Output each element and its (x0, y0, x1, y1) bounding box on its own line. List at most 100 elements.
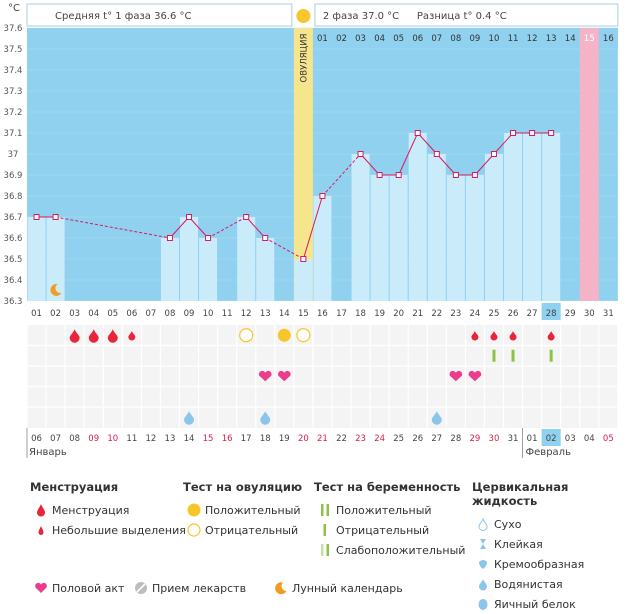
legend-label: Яичный белок (494, 597, 576, 611)
heart-icon (449, 370, 463, 382)
pink-band (579, 28, 599, 301)
temperature-bar (160, 238, 179, 301)
temperature-line (360, 153, 380, 176)
temperature-line (398, 132, 419, 176)
temperature-point (357, 151, 364, 157)
cycle-day-label: 14 (565, 34, 576, 44)
date-label: 04 (584, 434, 595, 444)
temperature-point (510, 130, 517, 136)
legend-label: Сухо (494, 517, 522, 531)
cervical-fluid-icon (260, 411, 271, 425)
date-label: 03 (565, 434, 576, 444)
temperature-point (452, 172, 459, 178)
day-label: 26 (508, 309, 519, 319)
day-label: 31 (603, 309, 614, 319)
date-label: 22 (336, 434, 347, 444)
heart-icon (277, 370, 291, 382)
y-tick-label: 37.5 (4, 45, 23, 55)
weak-strip-icon (314, 543, 336, 557)
day-label: 05 (107, 309, 118, 319)
day-label: 10 (203, 309, 214, 319)
blood-drop-icon (30, 503, 52, 517)
temperature-chart: Средняя t° 1 фаза 36.6 °С 2 фаза 37.0 °С Р… (4, 3, 619, 458)
phase1-text: Средняя t° 1 фаза 36.6 °С (55, 11, 192, 22)
date-label: 16 (222, 434, 233, 444)
cycle-day-label: 12 (527, 34, 538, 44)
y-tick-label: 37.2 (4, 108, 23, 118)
creamy-icon (472, 557, 494, 571)
y-tick-label: 36.4 (4, 276, 23, 286)
date-label: 08 (69, 434, 80, 444)
date-label: 14 (184, 434, 195, 444)
day-label: 16 (317, 309, 328, 319)
pill-icon (130, 581, 152, 595)
day-label: 04 (88, 309, 99, 319)
watery-icon (472, 577, 494, 591)
temperature-line (417, 132, 438, 155)
y-tick-label: 37 (8, 150, 19, 160)
y-tick-label: 37.1 (4, 129, 23, 139)
temperature-line (169, 216, 190, 239)
date-label: 01 (527, 434, 538, 444)
temperature-bar (542, 133, 561, 301)
y-tick-label: 36.3 (4, 297, 23, 307)
ovulation-test-icon (296, 328, 311, 343)
legend-title: Тест на беременность (314, 480, 461, 494)
temperature-line (302, 195, 323, 260)
cycle-day-label: 06 (412, 34, 423, 44)
day-label: 25 (489, 309, 500, 319)
temperature-bar (370, 175, 389, 301)
cycle-day-label: 07 (431, 34, 442, 44)
cycle-day-label: 11 (508, 34, 519, 44)
dry-icon (472, 517, 494, 531)
heart-icon (30, 582, 52, 594)
cycle-day-label: 02 (336, 34, 347, 44)
temperature-bar (256, 238, 275, 301)
month-label: Январь (29, 447, 67, 458)
heart-icon (258, 370, 272, 382)
date-label: 10 (107, 434, 118, 444)
day-label: 02 (50, 309, 61, 319)
temperature-point (490, 151, 497, 157)
cervical-fluid-icon (184, 411, 195, 425)
ovulation-test-icon (239, 328, 254, 343)
date-label: 12 (145, 434, 156, 444)
temperature-point (52, 214, 59, 220)
temperature-point (471, 172, 478, 178)
y-tick-label: 36.7 (4, 213, 23, 223)
blood-drop-icon (547, 331, 555, 341)
ovulation-label: ОВУЛЯЦИЯ (299, 33, 309, 82)
legend-label: Отрицательный (205, 523, 299, 537)
day-label: 11 (222, 309, 233, 319)
temperature-point (243, 214, 250, 220)
temperature-bar (427, 154, 446, 301)
moon-icon (270, 581, 292, 595)
diff-text: Разница t° 0.4 °С (417, 11, 507, 22)
day-label: 17 (336, 309, 347, 319)
temperature-bar (504, 133, 523, 301)
cycle-day-label: 13 (546, 34, 557, 44)
day-label: 29 (565, 309, 576, 319)
temperature-point (205, 235, 212, 241)
date-label: 15 (203, 434, 214, 444)
ovulation-test-icon (277, 328, 291, 342)
day-label: 30 (584, 309, 595, 319)
temperature-bar (46, 217, 65, 301)
temperature-point (395, 172, 402, 178)
legend-label: Менструация (52, 503, 130, 517)
cycle-day-label: 03 (355, 34, 366, 44)
temperature-line (245, 216, 266, 239)
cycle-day-label: 04 (374, 34, 385, 44)
cycle-day-strip (312, 28, 618, 46)
day-label: 24 (469, 309, 480, 319)
temperature-point (300, 256, 307, 262)
y-tick-label: 37.3 (4, 87, 23, 97)
temperature-line (436, 153, 457, 176)
y-tick-label: 36.9 (4, 171, 23, 181)
temperature-bar (484, 154, 503, 301)
date-label: 11 (126, 434, 137, 444)
date-label: 19 (279, 434, 290, 444)
highlight-date-cell (541, 429, 561, 446)
pregnancy-test-icon (492, 349, 496, 362)
day-label: 23 (450, 309, 461, 319)
